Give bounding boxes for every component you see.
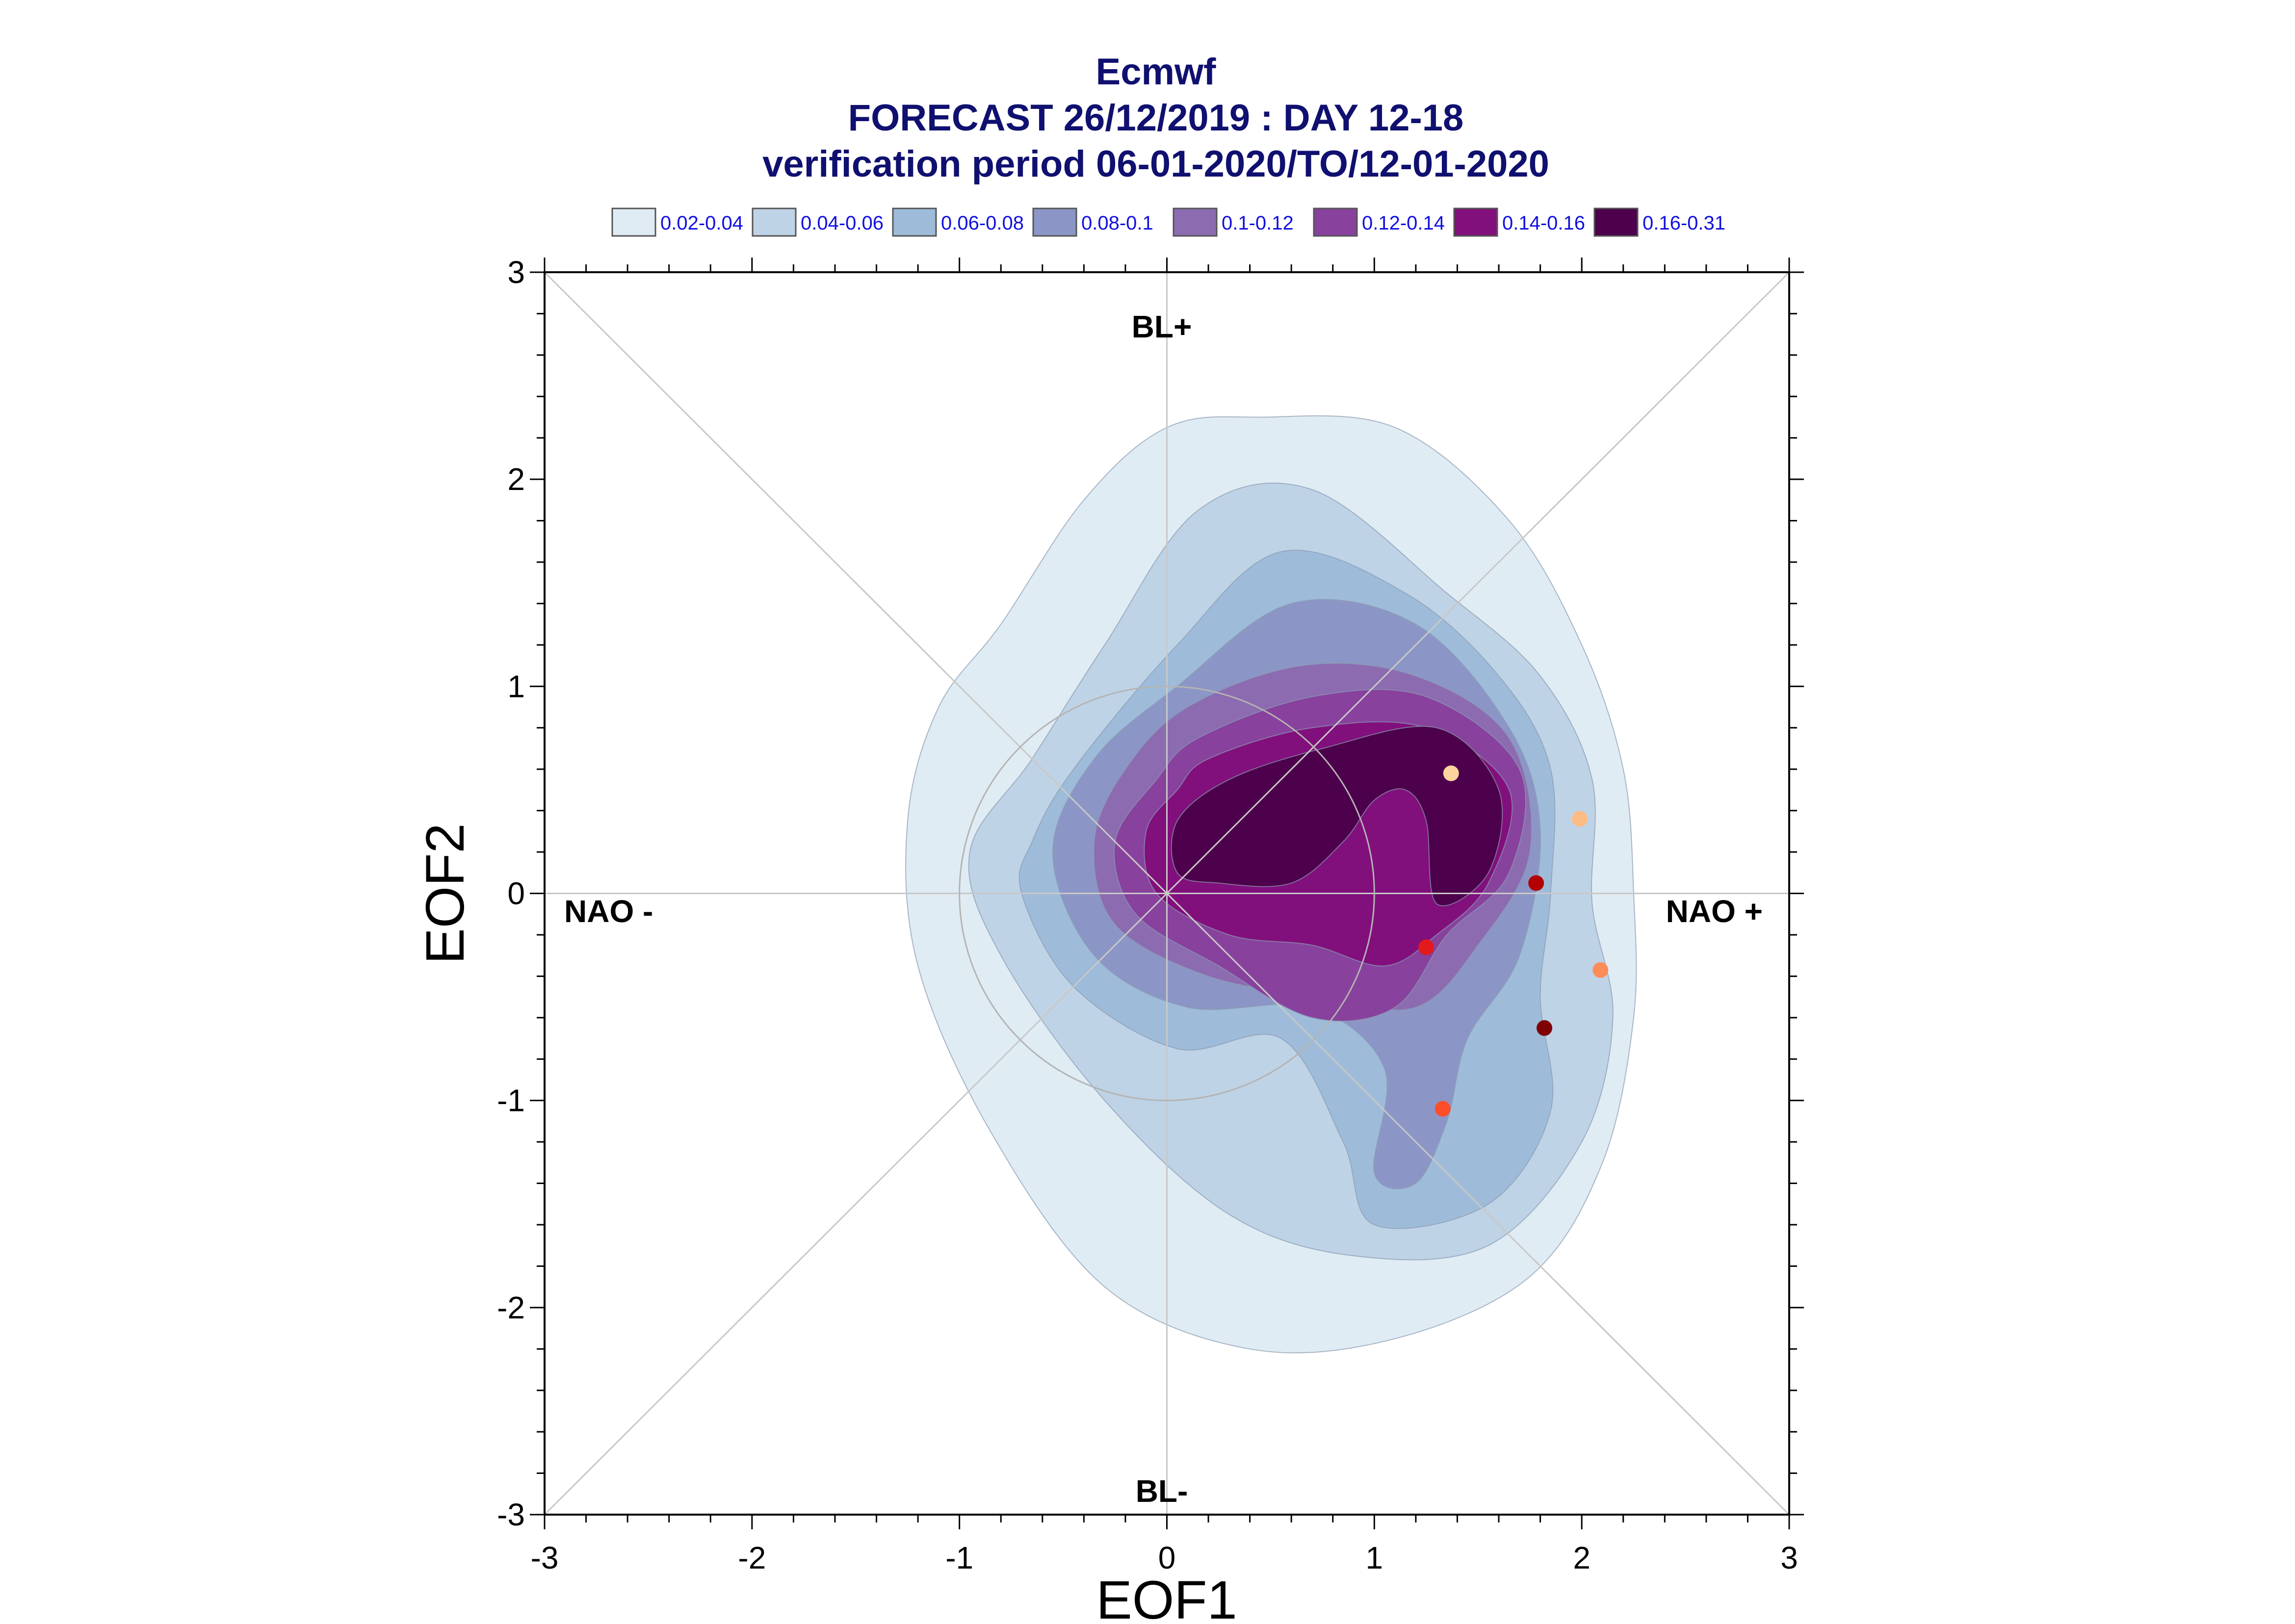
legend-swatch (1173, 207, 1218, 237)
y-tick-label: -1 (497, 1083, 525, 1118)
reference-lines (544, 271, 1790, 1516)
diagonal-line (544, 271, 1790, 1516)
density-contours (905, 415, 1637, 1354)
x-tick-label: 0 (1158, 1540, 1176, 1575)
chart-subtitle-forecast: FORECAST 26/12/2019 : DAY 12-18 (848, 97, 1464, 139)
forecast-point (1528, 875, 1544, 891)
legend-swatch (752, 207, 797, 237)
chart-subtitle-verification: verification period 06-01-2020/TO/12-01-… (762, 143, 1549, 185)
legend-swatch (892, 207, 937, 237)
x-axis-title: EOF1 (1096, 1570, 1237, 1624)
chart-title: Ecmwf (1096, 51, 1217, 93)
legend-swatch (1453, 207, 1498, 237)
y-tick-label: -2 (497, 1290, 525, 1325)
regime-label-nao-minus: NAO - (564, 894, 653, 929)
x-tick-label: 3 (1780, 1540, 1798, 1575)
forecast-point (1571, 811, 1588, 827)
regime-label-nao-plus: NAO + (1666, 894, 1763, 929)
reference-circle (959, 685, 1375, 1102)
y-tick-label: 0 (507, 876, 525, 911)
legend-label: 0.12-0.14 (1362, 212, 1445, 234)
axis-ticks: -3 -2 -1 0 1 2 3 -3 -2 -1 0 1 2 3 (497, 255, 1804, 1575)
legend-label: 0.1-0.12 (1222, 212, 1294, 234)
legend-label: 0.14-0.16 (1502, 212, 1585, 234)
y-axis-title: EOF2 (415, 823, 475, 964)
legend-swatch (1032, 207, 1077, 237)
regime-label-bl-plus: BL+ (1132, 309, 1192, 344)
forecast-point (1443, 765, 1459, 781)
legend-swatch (1313, 207, 1358, 237)
regime-label-bl-minus: BL- (1136, 1473, 1188, 1509)
legend-label: 0.02-0.04 (660, 212, 743, 234)
legend-swatch (611, 207, 656, 237)
legend-label: 0.04-0.06 (801, 212, 884, 234)
x-tick-label: -1 (945, 1540, 973, 1575)
y-tick-label: 2 (507, 462, 525, 497)
forecast-point (1592, 962, 1609, 978)
density-contour (1171, 725, 1503, 906)
legend-swatch (1593, 207, 1639, 237)
forecast-points (1418, 765, 1609, 1117)
x-tick-label: 1 (1366, 1540, 1383, 1575)
y-tick-label: 3 (507, 255, 525, 290)
legend-label: 0.08-0.1 (1081, 212, 1153, 234)
x-tick-label: -2 (738, 1540, 766, 1575)
y-tick-label: 1 (507, 669, 525, 704)
forecast-point (1434, 1101, 1451, 1117)
legend-label: 0.06-0.08 (941, 212, 1024, 234)
x-tick-label: 2 (1573, 1540, 1591, 1575)
x-tick-label: -3 (531, 1540, 559, 1575)
y-tick-label: -3 (497, 1497, 525, 1532)
forecast-point (1418, 939, 1434, 955)
legend-label: 0.16-0.31 (1643, 212, 1725, 234)
density-legend: 0.02-0.04 0.04-0.06 0.06-0.08 0.08-0.1 0.1-0… (611, 207, 1725, 237)
forecast-point (1537, 1020, 1553, 1036)
